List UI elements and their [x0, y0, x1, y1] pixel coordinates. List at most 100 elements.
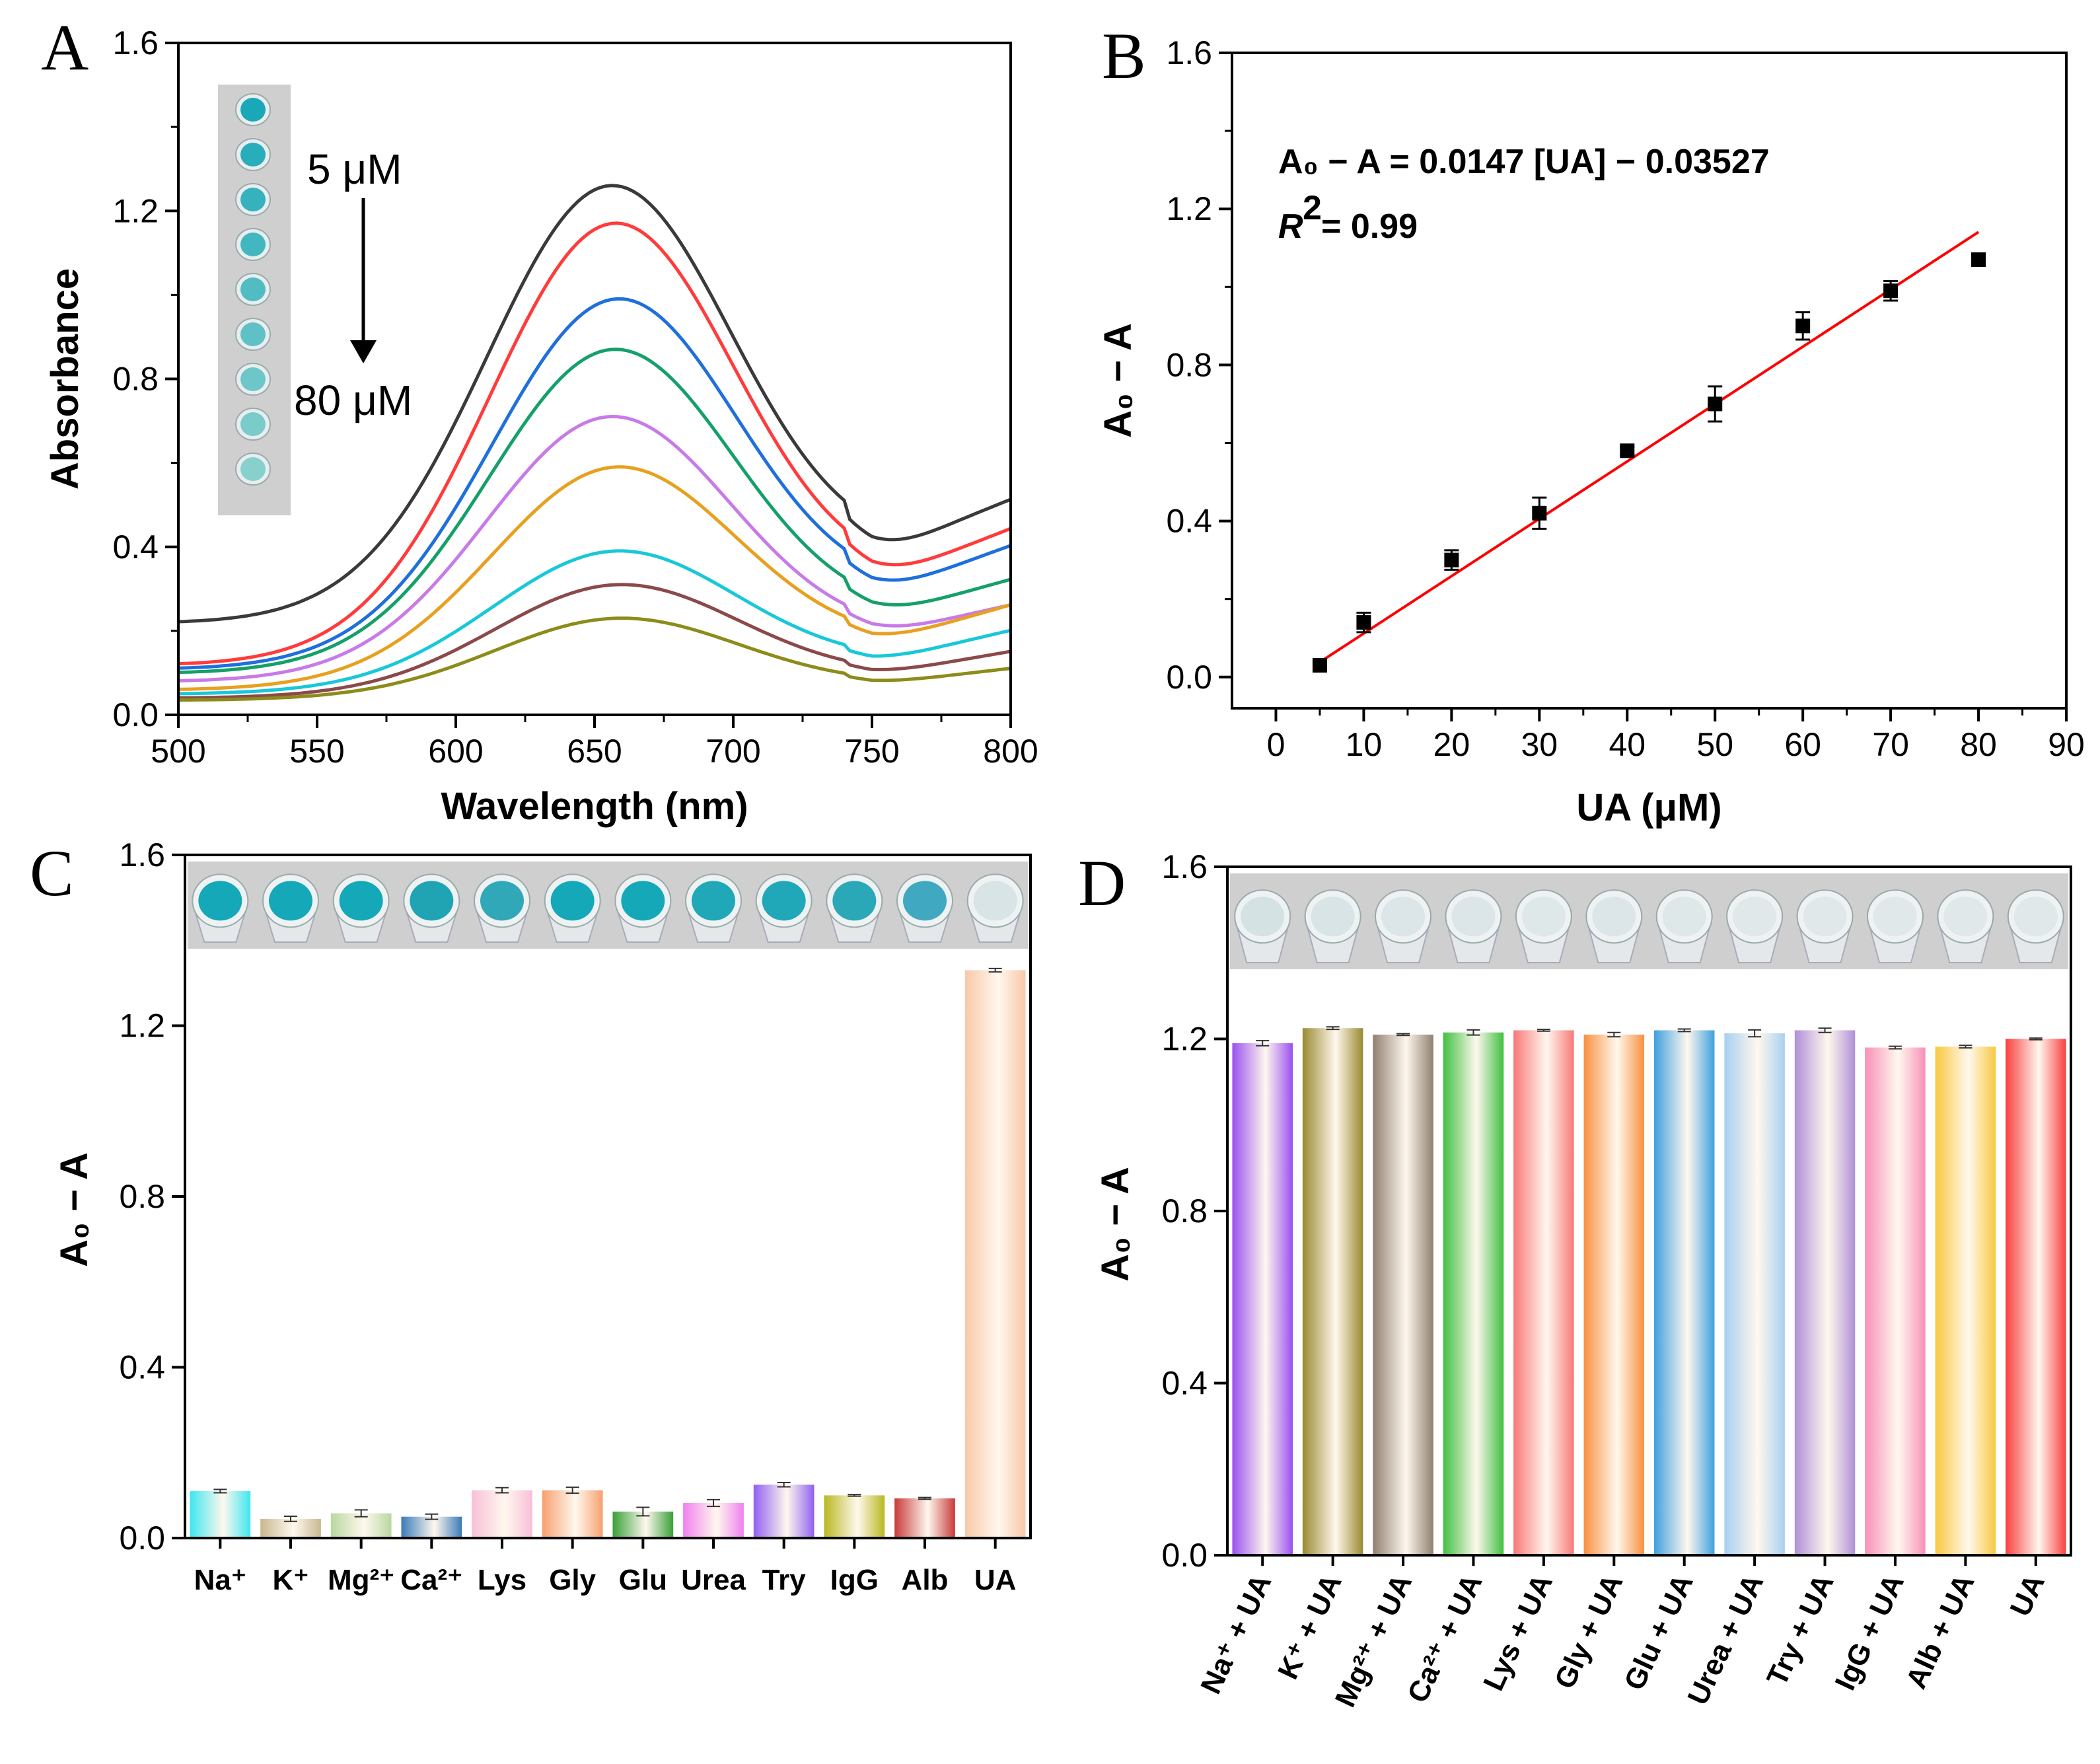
spectra-lines: [178, 184, 1011, 702]
data-point: [1795, 318, 1811, 334]
category-label: Glu: [619, 1564, 667, 1596]
bar: [1724, 1033, 1785, 1555]
well-liquid: [1592, 897, 1636, 937]
x-axis-label-a: Wavelength (nm): [441, 785, 748, 828]
category-label: Alb: [902, 1564, 949, 1596]
r2-value: = 0.99: [1321, 207, 1418, 246]
panel-a: A 0.0 0.4 0.8 1.2 1.6 500 550 600 650 700 750 800 5…: [41, 11, 1038, 828]
x-tick-label: 750: [844, 733, 899, 770]
bar: [1302, 1028, 1363, 1555]
well-liquid: [973, 881, 1017, 921]
spectrum-line: [178, 549, 1011, 696]
x-tick-label: 50: [1696, 726, 1733, 763]
y-tick-label: 0.4: [1161, 1365, 1208, 1402]
y-tick-label: 0.4: [119, 1349, 165, 1386]
spectrum-line: [178, 616, 1011, 702]
bar: [753, 1485, 815, 1538]
r2-superscript: 2: [1303, 189, 1322, 227]
plot-frame: [1231, 52, 2068, 710]
y-tick-label: 0.0: [112, 696, 159, 733]
y-tick-label: 1.2: [1166, 190, 1212, 227]
fit-line: [1319, 231, 1980, 663]
arrow-head-icon: [350, 340, 377, 363]
bar: [964, 970, 1026, 1538]
x-tick-label: 550: [289, 733, 344, 770]
bar: [1373, 1034, 1433, 1555]
category-label: Gly: [549, 1564, 596, 1596]
data-point: [1356, 615, 1371, 630]
category-label: Lys: [478, 1564, 526, 1596]
well-liquid: [240, 277, 266, 301]
bar: [330, 1513, 392, 1538]
x-tick-label: 800: [983, 733, 1038, 770]
bars-d: [1232, 1026, 2066, 1555]
annotation-bottom: 80 μM: [294, 377, 412, 424]
data-point: [1971, 252, 1986, 267]
x-tick-label: 500: [151, 733, 205, 770]
y-tick-label: 0.0: [1166, 659, 1212, 696]
well-liquid: [240, 143, 266, 166]
bar: [472, 1490, 532, 1538]
well-liquid: [1311, 897, 1355, 937]
plot-frame: [184, 854, 1032, 1539]
x-tick-label: 60: [1784, 726, 1821, 763]
bar: [190, 1490, 251, 1538]
bar: [1232, 1043, 1293, 1555]
well-liquid: [1733, 897, 1777, 937]
bar: [401, 1516, 462, 1538]
well-liquid: [692, 881, 735, 921]
bar: [683, 1503, 744, 1538]
spectrum-line: [178, 184, 1011, 624]
bar: [824, 1495, 885, 1538]
data-point: [1444, 552, 1459, 568]
well-liquid: [550, 881, 595, 921]
y-axis-label-b: A₀ − A: [1097, 323, 1140, 438]
well-liquid: [621, 881, 665, 921]
axes-a: 0.0 0.4 0.8 1.2 1.6 500 550 600 650 700 750 800: [112, 24, 1038, 770]
r2-symbol: R: [1278, 207, 1303, 246]
bar: [2006, 1039, 2066, 1555]
panel-label-a: A: [41, 11, 89, 84]
well-liquid: [240, 188, 266, 211]
well-liquid: [240, 412, 266, 436]
category-label: Try: [762, 1564, 807, 1596]
x-tick-label: 40: [1609, 726, 1646, 763]
bar: [1443, 1032, 1504, 1555]
photo-background: [188, 862, 1028, 949]
x-tick-label: 70: [1872, 726, 1909, 763]
fit-equation: A₀ − A = 0.0147 [UA] − 0.03527: [1278, 143, 1770, 181]
bar: [1865, 1047, 1926, 1555]
data-point: [1883, 283, 1899, 299]
well-liquid: [240, 457, 266, 481]
data-point: [1620, 443, 1635, 459]
annotation-top: 5 μM: [307, 145, 402, 193]
well-liquid: [410, 881, 454, 921]
category-label: IgG + UA: [1829, 1570, 1910, 1695]
y-tick-label: 1.2: [119, 1008, 165, 1045]
category-label: Ca²⁺: [400, 1564, 462, 1596]
category-label: UA: [2004, 1570, 2051, 1621]
well-liquid: [240, 322, 266, 346]
cuvette-row-icon: [188, 862, 1028, 949]
well-liquid: [832, 881, 877, 921]
y-tick-label: 0.4: [1166, 503, 1212, 540]
panel-c: C 0.0 0.4 0.8 1.2 1.6 Na⁺ K⁺ Mg²⁺ Ca²⁺ Lys Gly Glu U…: [30, 836, 1032, 1596]
category-label: Urea: [681, 1564, 746, 1596]
x-tick-label: 600: [428, 733, 483, 770]
x-tick-label: 30: [1521, 726, 1558, 763]
category-label: Na⁺: [194, 1564, 246, 1596]
bar: [1583, 1034, 1645, 1555]
x-tick-label: 20: [1433, 726, 1470, 763]
bar: [1794, 1030, 1856, 1555]
well-liquid: [480, 881, 524, 921]
data-point: [1312, 658, 1327, 673]
concentration-annotation: 5 μM 80 μM: [294, 145, 412, 424]
well-liquid: [762, 881, 806, 921]
bar: [894, 1498, 955, 1538]
well-liquid: [1521, 897, 1566, 937]
category-label: K⁺: [273, 1564, 309, 1596]
category-label: Mg²⁺: [328, 1564, 394, 1596]
bars-c: [190, 967, 1026, 1538]
